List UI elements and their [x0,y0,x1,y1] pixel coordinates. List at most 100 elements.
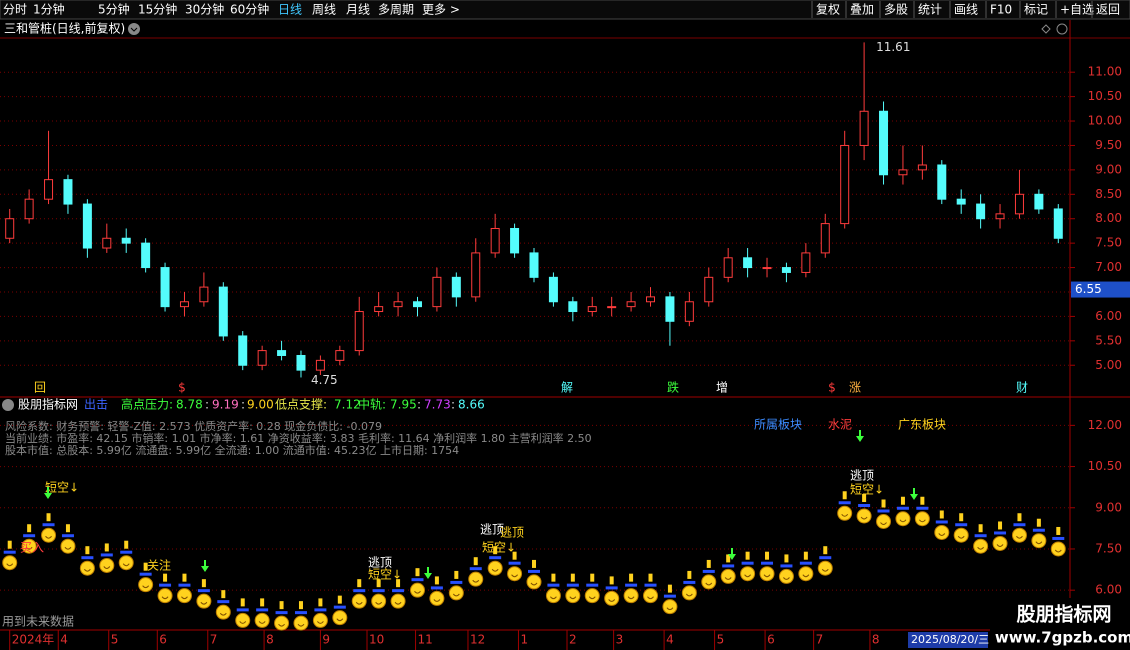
toolbar-item[interactable]: 多周期 [378,3,414,17]
signal-bar [143,562,148,571]
support-dash [974,534,987,538]
signal-bar [803,551,808,560]
indicator-header: 股朋指标网 [18,397,78,412]
smiley-face [414,590,421,594]
high-label: 11.61 [876,40,910,54]
candle-body [44,179,54,200]
support-dash [23,534,36,538]
support-dash [799,561,812,565]
candle-body [917,164,927,171]
smiley [332,610,348,626]
toolbar-button[interactable]: 复权 [816,3,840,17]
signal-annotation: 水泥 [828,418,852,432]
toolbar-button[interactable]: +自选 [1060,3,1094,17]
signal-annotation: 广东板块 [898,418,946,432]
signal-bar [551,573,556,582]
y-tick-label: 9.50 [1095,138,1122,152]
support-dash [217,600,230,604]
support-dash [819,556,832,560]
smiley [1011,527,1027,543]
y-tick-label: 5.50 [1095,333,1122,347]
signal-bar [532,559,536,568]
signal-bar [318,598,323,607]
signal-bar [784,554,789,563]
signal-bar [27,524,32,533]
toolbar-button[interactable]: 标记 [1024,3,1048,17]
candle-body [451,276,461,298]
smiley-face [918,519,926,523]
smiley [973,538,989,554]
smiley-face [511,574,518,578]
signal-bar [279,601,284,610]
signal-annotation: 短空↓ [368,568,402,582]
signal-bar [163,573,168,582]
smiley-face [258,621,266,624]
candle-body [354,311,364,352]
toolbar-item[interactable]: 分时 [3,3,27,17]
signal-annotation: 短空↓ [850,483,884,497]
signal-bar [85,546,90,555]
smiley-face [763,574,771,578]
smiley-face [588,596,596,600]
smiley-face [841,513,849,517]
smiley [196,593,212,609]
toolbar-item[interactable]: 周线 [312,3,336,17]
toolbar-item[interactable]: 更多 > [422,3,460,17]
event-marker: 解 [561,381,573,395]
signal-bar [434,576,439,585]
toolbar-item[interactable]: 月线 [346,3,370,17]
candle-body [626,301,636,308]
smiley [176,588,192,604]
toolbar-item[interactable]: 60分钟 [230,2,269,17]
toolbar-item[interactable]: 1分钟 [33,2,65,17]
candle-body [199,286,209,303]
toolbar-button[interactable]: 画线 [954,3,978,17]
icon-settings[interactable] [1056,23,1068,35]
toolbar-item[interactable]: 日线 [278,3,302,17]
title-dropdown[interactable] [128,23,140,35]
smiley-face [394,601,402,605]
toolbar-item[interactable]: 5分钟 [98,2,130,17]
signal-bar [920,496,925,505]
toolbar-button[interactable]: 返回 [1096,3,1120,17]
icon-diamond[interactable] [1041,24,1051,34]
support-dash [256,608,269,612]
support-dash [741,561,754,565]
toolbar-button[interactable]: 叠加 [850,3,874,17]
support-dash [489,556,502,560]
candle-body [432,276,442,308]
candle-body [1034,193,1044,210]
smiley-face [821,568,829,572]
smiley-face [433,599,441,602]
toolbar-button[interactable]: F10 [990,3,1012,17]
toolbar-button[interactable]: 统计 [918,3,942,17]
x-tick-label: 2 [569,633,577,647]
smiley [254,612,270,628]
candle-body [471,252,481,298]
toolbar-button[interactable]: 多股 [884,3,908,17]
smiley [157,588,173,604]
smiley-face [685,593,693,597]
x-tick-label: 6 [159,633,167,647]
indicator-dropdown[interactable] [2,399,14,411]
x-tick-label: 11 [418,633,433,647]
smiley-face [1054,549,1062,553]
toolbar-item[interactable]: 15分钟 [138,2,177,17]
signal-annotation: 所属板块 [754,418,802,432]
event-marker: 跌 [667,380,679,395]
toolbar-item[interactable]: 30分钟 [185,2,224,17]
candle-body [781,267,791,273]
signal-bar [959,513,964,522]
event-marker: $ [178,381,186,395]
y-tick-label: 10.50 [1088,89,1122,103]
support-dash [761,561,774,565]
signal-arrow [424,567,432,579]
smiley [545,588,561,604]
signal-bar [900,496,905,505]
candle-body [684,301,694,322]
smiley [390,593,406,609]
smiley-face [200,601,208,605]
candle-body [548,276,558,303]
